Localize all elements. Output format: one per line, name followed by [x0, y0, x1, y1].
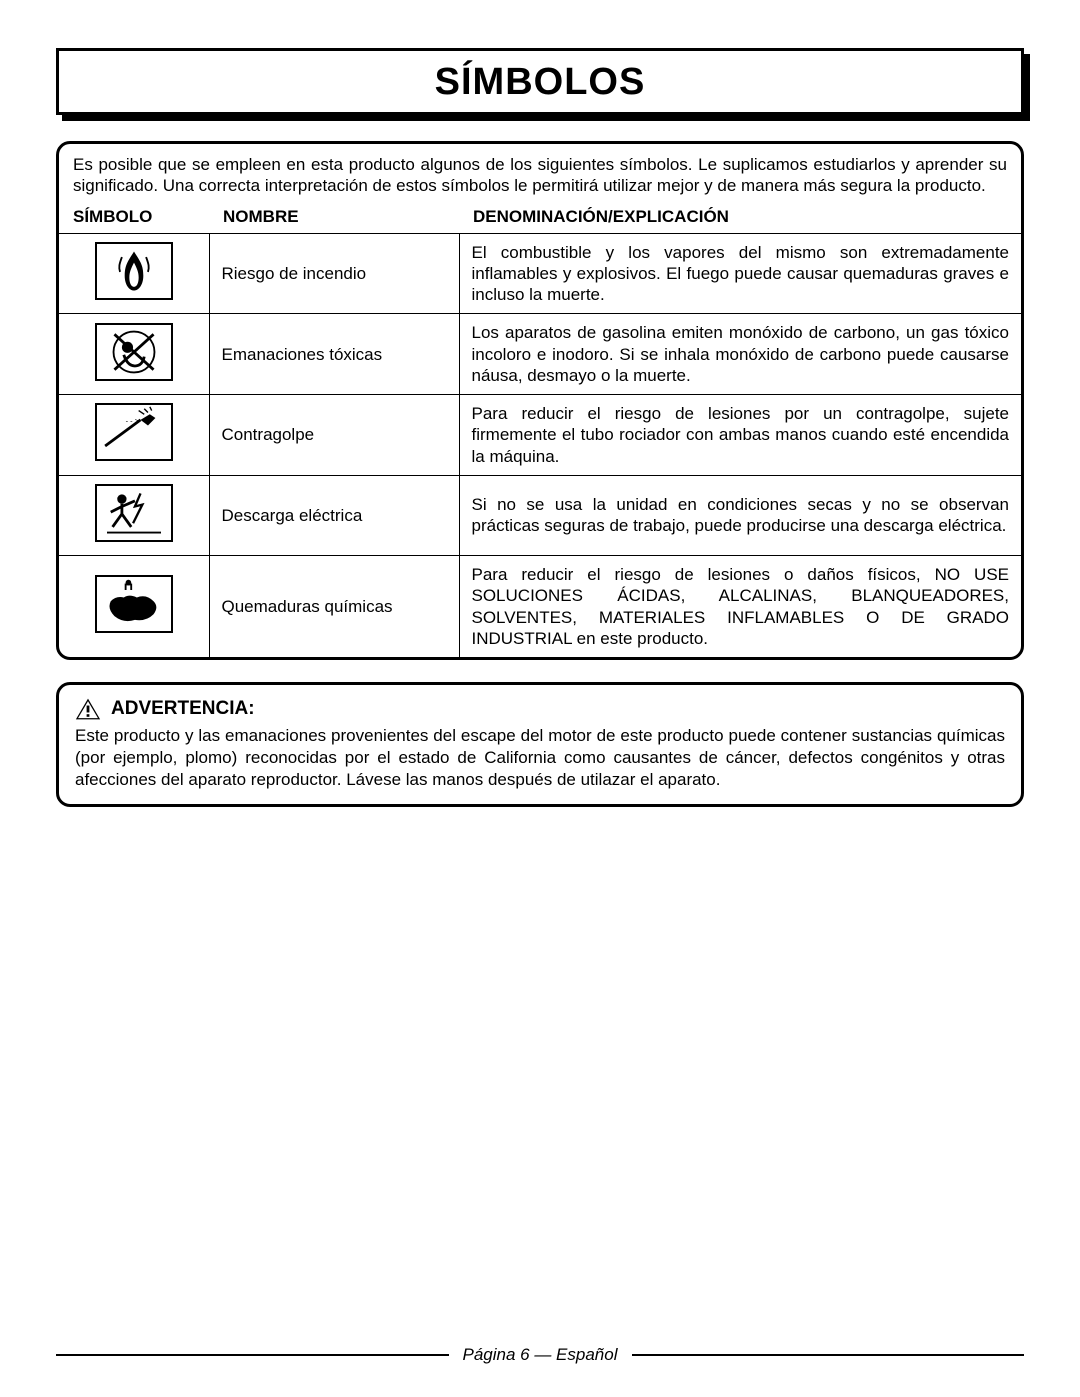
warning-heading: ADVERTENCIA:: [111, 698, 255, 720]
page-title: SÍMBOLOS: [59, 61, 1021, 104]
desc-cell: Para reducir el riesgo de lesiones o dañ…: [459, 556, 1021, 658]
table-header-row: SÍMBOLO NOMBRE DENOMINACIÓN/EXPLICACIÓN: [59, 203, 1021, 234]
svg-text:- - >: - - >: [125, 417, 138, 426]
table-row: Riesgo de incendioEl combustible y los v…: [59, 233, 1021, 314]
footer-rule-right: [632, 1354, 1025, 1356]
fumes-icon: [95, 323, 173, 381]
fire-icon: [95, 242, 173, 300]
warning-triangle-icon: [75, 697, 101, 721]
table-row: Emanaciones tóxicasLos aparatos de gasol…: [59, 314, 1021, 395]
kickback-icon: - - >: [95, 403, 173, 461]
table-row: - - > ContragolpePara reducir el riesgo d…: [59, 395, 1021, 476]
desc-cell: El combustible y los vapores del mismo s…: [459, 233, 1021, 314]
name-cell: Riesgo de incendio: [209, 233, 459, 314]
table-row: Quemaduras químicasPara reducir el riesg…: [59, 556, 1021, 658]
symbol-cell: [59, 233, 209, 314]
shock-icon: [95, 484, 173, 542]
name-cell: Emanaciones tóxicas: [209, 314, 459, 395]
symbols-table: SÍMBOLO NOMBRE DENOMINACIÓN/EXPLICACIÓN …: [59, 203, 1021, 658]
col-header-name: NOMBRE: [209, 203, 459, 234]
symbol-cell: [59, 556, 209, 658]
page-footer: Página 6 — Español: [0, 1345, 1080, 1365]
symbol-cell: [59, 475, 209, 555]
symbol-cell: [59, 314, 209, 395]
desc-cell: Para reducir el riesgo de lesiones por u…: [459, 395, 1021, 476]
warning-body: Este producto y las emanaciones provenie…: [75, 725, 1005, 790]
col-header-desc: DENOMINACIÓN/EXPLICACIÓN: [459, 203, 1021, 234]
footer-rule-left: [56, 1354, 449, 1356]
title-container: SÍMBOLOS: [56, 48, 1024, 115]
name-cell: Quemaduras químicas: [209, 556, 459, 658]
intro-text: Es posible que se empleen en esta produc…: [59, 144, 1021, 203]
col-header-symbol: SÍMBOLO: [59, 203, 209, 234]
footer-text: Página 6 — Español: [463, 1345, 618, 1365]
desc-cell: Si no se usa la unidad en condiciones se…: [459, 475, 1021, 555]
symbols-panel: Es posible que se empleen en esta produc…: [56, 141, 1024, 660]
title-box: SÍMBOLOS: [56, 48, 1024, 115]
chemical-icon: [95, 575, 173, 633]
warning-panel: ADVERTENCIA: Este producto y las emanaci…: [56, 682, 1024, 807]
warning-heading-row: ADVERTENCIA:: [75, 697, 1005, 721]
page: SÍMBOLOS Es posible que se empleen en es…: [0, 0, 1080, 1397]
desc-cell: Los aparatos de gasolina emiten monóxido…: [459, 314, 1021, 395]
name-cell: Contragolpe: [209, 395, 459, 476]
symbol-cell: - - >: [59, 395, 209, 476]
table-row: Descarga eléctricaSi no se usa la unidad…: [59, 475, 1021, 555]
name-cell: Descarga eléctrica: [209, 475, 459, 555]
